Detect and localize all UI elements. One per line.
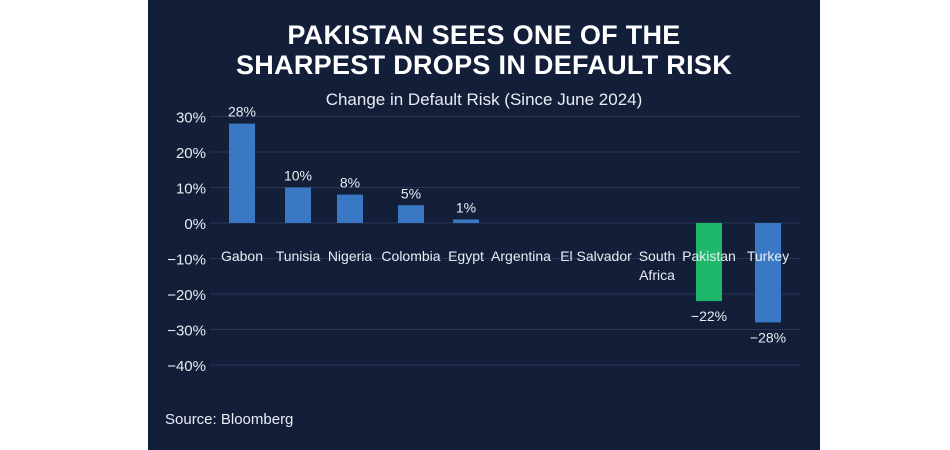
bar-gabon: [229, 123, 255, 223]
bar-turkey: [755, 223, 781, 323]
y-tick-label: −20%: [167, 287, 206, 304]
category-label: El Salvador: [560, 248, 632, 264]
category-label: Nigeria: [328, 248, 373, 264]
category-label: Egypt: [448, 248, 484, 264]
y-tick-label: 10%: [176, 181, 206, 198]
y-tick-label: 0%: [184, 216, 206, 233]
chart-title-line1: PAKISTAN SEES ONE OF THE: [287, 20, 681, 50]
data-label: 10%: [284, 168, 312, 184]
data-label: −28%: [750, 329, 786, 345]
y-tick-label: 20%: [176, 145, 206, 162]
data-label: 5%: [401, 185, 421, 201]
category-label: Tunisia: [276, 248, 321, 264]
data-label: −22%: [691, 308, 727, 324]
category-label: Turkey: [747, 248, 789, 264]
data-label: 1%: [456, 199, 476, 215]
y-tick-label: −30%: [167, 323, 206, 340]
bar-tunisia: [285, 187, 311, 223]
y-tick-label: −10%: [167, 252, 206, 269]
category-label: Gabon: [221, 248, 263, 264]
y-tick-label: −40%: [167, 358, 206, 375]
bar-pakistan: [696, 223, 722, 302]
bar-colombia: [398, 205, 424, 223]
source-note: Source: Bloomberg: [165, 411, 294, 428]
category-label: Argentina: [491, 248, 551, 264]
category-label: Pakistan: [682, 248, 736, 264]
data-label: 28%: [228, 104, 256, 120]
chart-subtitle: Change in Default Risk (Since June 2024): [325, 90, 643, 109]
category-label: Colombia: [381, 248, 440, 264]
data-label: 8%: [340, 175, 360, 191]
category-label: South: [639, 248, 676, 264]
bar-egypt: [453, 219, 479, 223]
chart-title-line2: SHARPEST DROPS IN DEFAULT RISK: [235, 50, 733, 80]
category-label: Africa: [639, 267, 675, 283]
y-tick-label: 30%: [176, 110, 206, 127]
bar-nigeria: [337, 194, 363, 223]
